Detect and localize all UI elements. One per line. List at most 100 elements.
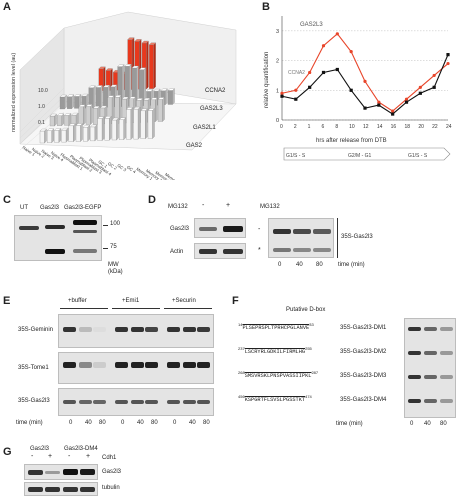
g-row-tubulin: tubulin	[102, 485, 120, 491]
d-tc-star-40	[293, 248, 311, 252]
bar-gas2l1-9	[107, 95, 115, 124]
e-band	[197, 400, 210, 404]
d-time-40: 40	[296, 262, 303, 268]
phase-3: G1/S - S	[408, 153, 428, 159]
b-point	[446, 61, 450, 66]
d-row-gas2l3: Gas2l3	[170, 226, 190, 232]
d-time-label: time (min)	[338, 262, 365, 268]
e-band	[93, 362, 106, 368]
e-band	[115, 327, 128, 332]
f-seq-end: 287	[311, 370, 319, 375]
c-blot	[14, 215, 102, 261]
bar-gas2l3-16	[167, 88, 175, 105]
f-sequence-row: 14PLSEPRSPLTPRHCPGLANVE33	[238, 322, 314, 331]
bar-gas2l3-1	[59, 94, 67, 110]
d-tc-band-40	[293, 229, 311, 234]
b-point	[404, 100, 409, 104]
e-blot-gas2l3	[58, 388, 214, 416]
e-bracket-1	[60, 308, 108, 309]
b-point	[321, 44, 326, 48]
e-band	[145, 400, 158, 404]
c-band-gas2l3-lower	[45, 249, 65, 254]
bar-ccna2-5	[98, 66, 106, 92]
e-band	[145, 362, 158, 368]
f-band	[440, 327, 453, 331]
b-point	[377, 103, 381, 107]
e-band	[145, 327, 158, 332]
grid-line	[19, 87, 65, 133]
d-tc-star-0	[273, 248, 291, 252]
e-band	[115, 362, 128, 368]
d-right-star: *	[258, 247, 261, 254]
c-band-egfp-lower	[73, 249, 97, 253]
c-band-gas2l3-upper	[45, 225, 65, 229]
e-band	[183, 362, 196, 368]
f-seq: SMSVRSKLPNSPVASSIIPKL	[244, 372, 312, 379]
e-time: 80	[99, 420, 106, 426]
f-band	[424, 327, 437, 331]
f-band	[408, 375, 421, 379]
g-sign-1: -	[31, 453, 34, 460]
g-treatment: Cdh1	[102, 455, 117, 461]
bar-gas2-6	[75, 123, 83, 142]
d-sign-minus: -	[202, 202, 205, 209]
b-point	[418, 91, 422, 95]
e-band	[63, 327, 76, 332]
phase-arrow	[283, 147, 451, 161]
g-band-3	[63, 469, 78, 475]
b-point	[391, 109, 395, 113]
bar-gas2-9	[97, 116, 105, 141]
panel-label-d: D	[148, 194, 156, 206]
f-seq-end: 474	[305, 394, 312, 399]
e-band	[115, 400, 128, 404]
e-band	[131, 327, 144, 332]
f-time-80: 80	[440, 421, 447, 427]
f-band	[440, 351, 453, 355]
b-xtick: 12	[363, 124, 369, 130]
e-time: 40	[85, 420, 92, 426]
b-xtick: 16	[391, 124, 397, 130]
grid-line	[19, 95, 65, 139]
f-mutant-label: 35S-Gas2l3-DM2	[340, 349, 387, 355]
b-legend-ccna2: CCNA2	[288, 70, 305, 76]
sample-label: Memory 4	[164, 172, 183, 180]
e-bracket-3	[164, 308, 212, 309]
b-point	[377, 100, 381, 104]
f-band	[440, 399, 453, 403]
f-seq: KSPGRTFLSVSLPGSSTKT	[244, 396, 306, 403]
b-xtick: 0	[280, 124, 283, 130]
b-xtick: 22	[432, 124, 438, 130]
g-band-1	[28, 470, 43, 475]
f-seq-start: 268	[238, 370, 245, 375]
g-row-gas2l3: Gas2l3	[102, 469, 122, 475]
grid-line	[19, 103, 65, 145]
e-band	[79, 327, 92, 332]
b-point	[335, 32, 339, 36]
e-blot-tome1	[58, 352, 214, 384]
b-point	[446, 53, 450, 57]
b-xtick: 10	[349, 124, 355, 130]
series-label-gas2: GAS2	[186, 143, 203, 149]
d-blot-timecourse	[268, 218, 334, 258]
b-series-gas2l3	[281, 33, 449, 112]
b-xtick: 18	[405, 124, 411, 130]
f-mutant-label: 35S-Gas2l3-DM1	[340, 325, 387, 331]
b-xtick: 20	[418, 124, 424, 130]
b-point	[363, 106, 367, 110]
series-label-gas2l1: GAS2L1	[193, 125, 216, 131]
sample-label: Memory 3	[154, 170, 173, 180]
b-ytick: 2	[276, 59, 279, 65]
bar-gas2l3-2	[66, 94, 75, 110]
e-time: 0	[121, 420, 125, 426]
f-time-label: time (min)	[336, 421, 363, 427]
b-ytick: 0	[276, 118, 279, 124]
bar-gas2-8	[90, 124, 98, 142]
b-xtick: 1	[308, 124, 311, 130]
y-tick-01: 0.1	[38, 120, 45, 126]
b-point	[432, 73, 436, 78]
bar-gas2l1-4	[71, 112, 79, 126]
panel-a-3d-bar-chart: 10.0 1.0 0.1 normalized expression level…	[11, 11, 237, 180]
phase-1: G1/S - S	[286, 153, 306, 159]
bar-gas2-3	[54, 128, 62, 143]
